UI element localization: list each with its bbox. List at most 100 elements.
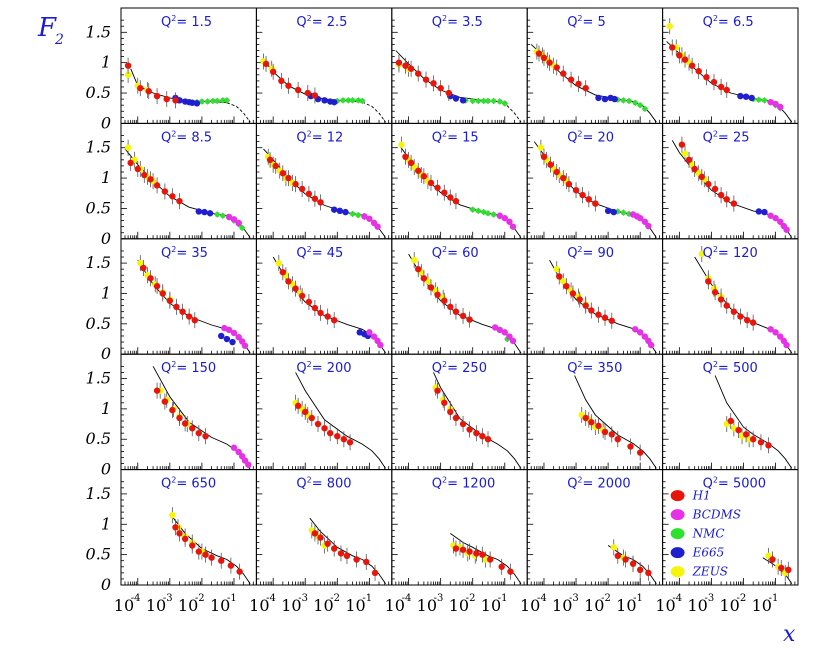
data-point-h1 bbox=[711, 185, 719, 193]
x-tick-label-exponent: -3 bbox=[163, 593, 173, 604]
theory-curve bbox=[607, 545, 657, 585]
q-superscript: 2 bbox=[442, 129, 447, 138]
data-point-nmc bbox=[199, 98, 205, 105]
x-tick-label-exponent: -1 bbox=[498, 593, 508, 604]
data-point-h1 bbox=[608, 317, 615, 324]
q-letter: Q bbox=[567, 361, 577, 376]
panel-q2-label: Q2= 12 bbox=[296, 129, 343, 145]
q2-value: = 20 bbox=[583, 130, 615, 145]
data-point-nmc bbox=[239, 225, 245, 231]
legend-marker-zeus bbox=[670, 566, 685, 578]
data-point-h1 bbox=[691, 165, 698, 173]
q2-value: = 15 bbox=[447, 130, 479, 145]
panel-q2-label: Q2= 120 bbox=[703, 245, 758, 261]
y-tick-label: 1 bbox=[101, 283, 111, 302]
q-letter: Q bbox=[432, 15, 442, 30]
data-point-h1 bbox=[645, 569, 652, 577]
data-point-h1 bbox=[560, 174, 567, 182]
data-point-h1 bbox=[137, 84, 144, 92]
q2-value: = 5 bbox=[583, 15, 606, 30]
data-point-nmc bbox=[355, 97, 361, 103]
data-point-h1 bbox=[479, 432, 486, 440]
data-point-h1 bbox=[727, 417, 734, 425]
data-point-h1 bbox=[292, 180, 299, 188]
data-point-h1 bbox=[407, 159, 415, 167]
q-letter: Q bbox=[432, 246, 442, 261]
data-point-h1 bbox=[302, 408, 309, 416]
q-letter: Q bbox=[567, 246, 577, 261]
data-point-h1 bbox=[262, 60, 270, 68]
q-letter: Q bbox=[296, 477, 306, 492]
data-point-h1 bbox=[308, 414, 315, 422]
panel-q2-label: Q2= 25 bbox=[703, 129, 750, 145]
data-point-h1 bbox=[459, 420, 467, 428]
data-point-e665 bbox=[737, 92, 744, 100]
data-point-h1 bbox=[266, 156, 274, 164]
data-point-nmc bbox=[214, 211, 220, 218]
data-point-h1 bbox=[321, 425, 328, 432]
data-point-bcdms bbox=[361, 213, 368, 220]
theory-curve bbox=[533, 141, 657, 238]
q-letter: Q bbox=[703, 477, 713, 492]
panel-q2-label: Q2= 90 bbox=[567, 245, 614, 261]
data-point-h1 bbox=[698, 173, 705, 181]
data-point-bcdms bbox=[772, 100, 779, 108]
data-point-zeus bbox=[698, 250, 705, 258]
data-point-h1 bbox=[304, 89, 311, 97]
x-tick-label-base: 10 bbox=[178, 596, 198, 615]
x-tick-label-base: 10 bbox=[114, 596, 134, 615]
data-point-h1 bbox=[569, 290, 577, 297]
q2-value: = 3.5 bbox=[447, 15, 483, 30]
data-point-h1 bbox=[324, 313, 331, 320]
data-point-h1 bbox=[279, 170, 287, 177]
q2-value: = 650 bbox=[176, 477, 216, 492]
data-point-h1 bbox=[141, 171, 148, 179]
y-tick-label: 0.5 bbox=[86, 83, 111, 102]
data-point-e665 bbox=[331, 206, 338, 213]
q-letter: Q bbox=[703, 130, 713, 145]
panel-q2-6.5: Q2= 6.5 bbox=[662, 7, 799, 124]
data-point-h1 bbox=[579, 191, 586, 199]
data-point-h1 bbox=[560, 70, 567, 77]
q-letter: Q bbox=[296, 130, 306, 145]
data-point-h1 bbox=[669, 44, 676, 51]
data-point-bcdms bbox=[641, 218, 649, 225]
data-point-h1 bbox=[484, 436, 492, 443]
theory-curve bbox=[152, 366, 251, 469]
panel-q2-label: Q2= 60 bbox=[432, 245, 479, 261]
data-point-h1 bbox=[153, 387, 161, 394]
data-point-h1 bbox=[331, 545, 338, 552]
data-point-nmc bbox=[359, 98, 365, 104]
data-point-h1 bbox=[785, 566, 792, 574]
data-point-h1 bbox=[441, 189, 448, 196]
q-letter: Q bbox=[567, 130, 577, 145]
data-point-e665 bbox=[201, 208, 208, 216]
data-point-h1 bbox=[163, 95, 170, 103]
q-letter: Q bbox=[161, 130, 171, 145]
data-point-bcdms bbox=[245, 461, 252, 468]
data-point-bcdms bbox=[377, 341, 384, 349]
y-tick-label: 0.5 bbox=[86, 545, 111, 564]
data-point-nmc bbox=[481, 98, 487, 104]
q-superscript: 2 bbox=[713, 14, 718, 23]
data-point-bcdms bbox=[366, 329, 373, 336]
data-point-e665 bbox=[459, 97, 467, 104]
data-point-h1 bbox=[159, 290, 166, 297]
data-point-h1 bbox=[565, 180, 573, 188]
data-point-h1 bbox=[576, 296, 583, 303]
data-point-h1 bbox=[676, 52, 683, 59]
data-point-h1 bbox=[402, 62, 409, 69]
data-point-e665 bbox=[610, 208, 617, 216]
panel-q2-label: Q2= 1.5 bbox=[161, 14, 212, 30]
data-point-h1 bbox=[415, 70, 422, 77]
data-point-bcdms bbox=[777, 333, 784, 340]
data-point-h1 bbox=[705, 180, 712, 188]
y-tick-label: 0 bbox=[101, 229, 111, 248]
x-tick-label-base: 10 bbox=[584, 596, 604, 615]
data-point-h1 bbox=[723, 196, 730, 203]
data-point-h1 bbox=[614, 552, 621, 560]
